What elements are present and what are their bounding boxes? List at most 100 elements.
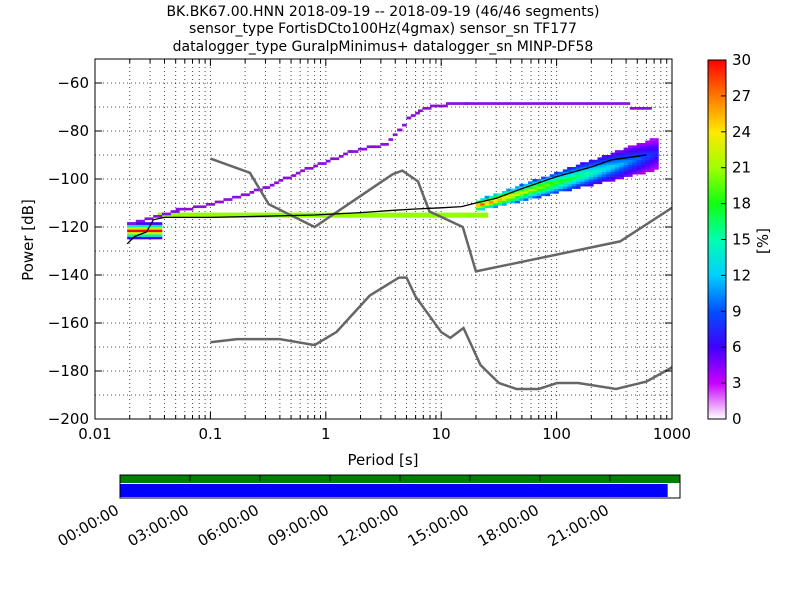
ppsd-cell — [484, 198, 490, 201]
ppsd-cell — [649, 162, 655, 165]
ppsd-cell — [179, 212, 185, 216]
ppsd-cell — [562, 171, 568, 175]
ppsd-cell — [131, 234, 137, 237]
ppsd-cell — [636, 157, 642, 161]
ppsd-cell — [144, 222, 150, 225]
ppsd-cell — [588, 181, 594, 185]
x-ticks: 0.01 0.1 1 10 100 1000 — [78, 59, 691, 443]
ppsd-cell — [483, 212, 489, 216]
ppsd-cell — [528, 191, 533, 194]
ppsd-cell-max — [464, 102, 470, 105]
ppsd-cell-max — [516, 102, 522, 105]
ppsd-cell — [519, 191, 525, 194]
ppsd-cell — [422, 212, 428, 216]
ppsd-cell — [588, 171, 594, 175]
time-tick-label: 15:00:00 — [405, 501, 472, 550]
ppsd-cell-max — [371, 145, 377, 149]
ppsd-cell — [619, 150, 624, 153]
ppsd-cell — [314, 212, 319, 216]
ppsd-cell — [515, 198, 520, 201]
x-tick-label: 0.01 — [78, 425, 111, 443]
ppsd-cell-max — [282, 176, 288, 180]
colorbar-label: [%] — [754, 228, 772, 254]
ppsd-cell — [148, 236, 154, 240]
ppsd-cell — [427, 212, 432, 216]
ppsd-cell — [645, 140, 651, 144]
ppsd-cell — [480, 207, 486, 211]
ppsd-cell — [279, 212, 285, 216]
ppsd-cell-max — [521, 102, 526, 105]
ppsd-cell — [597, 176, 603, 180]
ppsd-cell — [144, 224, 150, 228]
ppsd-cell-max — [376, 145, 381, 149]
ppsd-cell — [418, 212, 424, 216]
ppsd-cell — [466, 215, 471, 218]
x-tick-label: 10 — [432, 425, 451, 443]
ppsd-cell-max — [197, 205, 203, 209]
ppsd-cell — [488, 203, 494, 206]
ppsd-cell — [457, 212, 463, 216]
ppsd-cell — [545, 181, 551, 185]
ppsd-cell — [610, 169, 616, 173]
ppsd-cell — [601, 164, 607, 168]
ppsd-cell — [627, 164, 633, 168]
ppsd-cell — [188, 215, 193, 218]
ppsd-cell-max — [349, 150, 355, 153]
ppsd-cell — [614, 176, 620, 180]
ppsd-cell — [580, 171, 585, 175]
ppsd-cell — [536, 195, 542, 199]
ppsd-cell — [645, 145, 651, 149]
ppsd-cell — [588, 174, 594, 177]
ppsd-cell — [396, 212, 402, 216]
ppsd-cell — [140, 229, 145, 233]
ppsd-cell — [558, 171, 564, 175]
ppsd-cell — [532, 179, 538, 182]
ppsd-cell — [153, 231, 158, 235]
ppsd-cell-max — [269, 183, 275, 187]
ppsd-cell — [493, 198, 499, 201]
ppsd-cell — [623, 174, 629, 177]
ppsd-cell — [597, 164, 603, 168]
ppsd-cell — [153, 236, 158, 240]
ppsd-cell — [357, 215, 363, 218]
ppsd-cell — [435, 212, 441, 216]
ppsd-cell — [353, 215, 358, 218]
ppsd-cell — [588, 179, 594, 182]
ppsd-cell — [614, 162, 620, 165]
chart-title: BK.BK67.00.HNN 2018-09-19 -- 2018-09-19 … — [166, 4, 599, 55]
ppsd-cell — [493, 200, 499, 204]
ppsd-cell — [580, 169, 585, 173]
ppsd-cell — [292, 212, 298, 216]
ppsd-cell — [470, 212, 476, 216]
ppsd-cell-max — [166, 212, 171, 216]
plot-area: 0.01 0.1 1 10 100 1000 −60 −80 −100 −120 −140 −160… — [19, 58, 691, 469]
ppsd-cell — [580, 176, 585, 180]
ppsd-cell — [536, 183, 542, 187]
ppsd-cell-max — [353, 150, 359, 153]
ppsd-cell — [528, 181, 533, 185]
ppsd-cell — [479, 215, 484, 218]
ppsd-cell — [431, 215, 437, 218]
ppsd-cell — [619, 171, 624, 175]
ppsd-cell-max — [321, 162, 327, 165]
ppsd-cell-max — [410, 114, 416, 117]
ppsd-cell-max — [568, 102, 574, 105]
ppsd-cell — [610, 159, 616, 163]
ppsd-cell — [649, 167, 655, 170]
ppsd-cell — [506, 198, 512, 201]
ppsd-cell-max — [161, 212, 167, 216]
ppsd-cell — [519, 193, 525, 197]
ppsd-cell-max — [278, 179, 284, 182]
y-ticks: −60 −80 −100 −120 −140 −160 −180 −200 — [48, 74, 672, 428]
ppsd-cell — [470, 215, 476, 218]
ppsd-cell — [619, 174, 624, 177]
ppsd-cell — [519, 186, 525, 189]
ppsd-cell — [497, 200, 503, 204]
ppsd-cell — [528, 186, 533, 189]
ppsd-cell — [153, 224, 158, 228]
ppsd-cell — [554, 183, 559, 187]
ppsd-cell-max — [366, 145, 372, 149]
ppsd-cell — [392, 215, 398, 218]
ppsd-cell — [140, 222, 145, 225]
ppsd-cell-max — [418, 109, 423, 113]
